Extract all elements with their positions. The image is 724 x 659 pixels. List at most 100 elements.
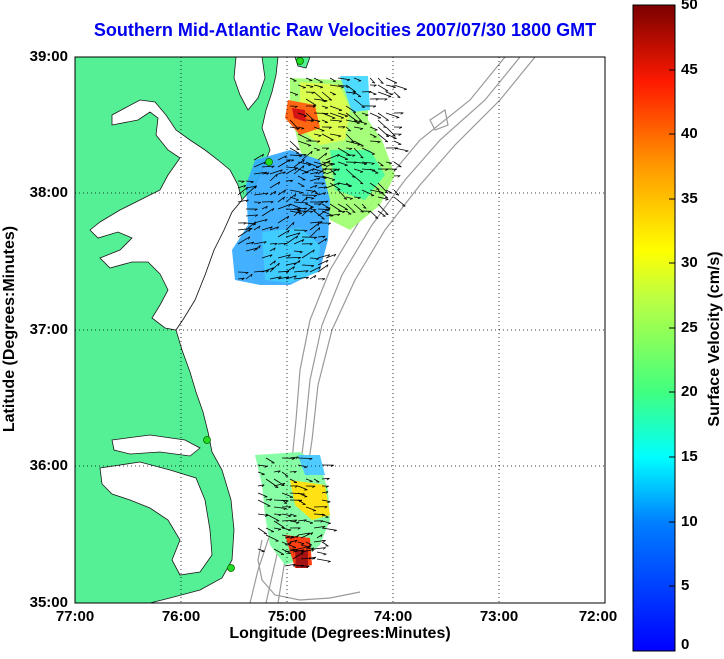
velocity-arrow (281, 519, 297, 522)
velocity-arrow (393, 189, 400, 196)
velocity-arrow (361, 189, 375, 196)
velocity-arrow-head (295, 548, 299, 552)
velocity-arrow (325, 253, 337, 259)
velocity-arrow-head (258, 225, 261, 229)
velocity-arrow-head (332, 179, 336, 181)
velocity-arrow-head (317, 140, 321, 143)
velocity-arrow (393, 140, 402, 145)
velocity-arrow (313, 147, 320, 151)
velocity-arrow-head (303, 210, 307, 213)
velocity-arrow (269, 226, 279, 231)
velocity-arrow-head (286, 270, 290, 274)
velocity-arrow (317, 200, 329, 203)
velocity-arrow (309, 171, 319, 175)
velocity-arrow-head (328, 99, 332, 101)
velocity-arrow-head (302, 165, 305, 169)
velocity-arrow-head (357, 144, 361, 146)
velocity-arrow (313, 112, 329, 114)
velocity-arrow (261, 207, 275, 217)
velocity-arrow-head (373, 93, 377, 96)
velocity-arrow-head (328, 160, 331, 164)
velocity-arrow-head (293, 515, 297, 517)
velocity-arrow (309, 221, 323, 224)
velocity-arrow (237, 236, 251, 245)
velocity-arrow-head (400, 112, 404, 115)
velocity-arrow-head (289, 541, 292, 545)
y-axis-label: Latitude (Degrees:Minutes) (1, 225, 18, 433)
velocity-arrow-head (318, 266, 321, 270)
velocity-arrow (385, 133, 397, 139)
velocity-arrow-head (296, 209, 300, 212)
velocity-arrow-head (310, 206, 313, 210)
velocity-arrow (289, 203, 302, 209)
velocity-arrow (317, 160, 331, 168)
velocity-arrow (377, 133, 389, 143)
velocity-arrow (313, 547, 326, 550)
x-tick-label: 72:00 (578, 608, 618, 625)
velocity-arrow (377, 189, 389, 199)
velocity-arrow (273, 499, 289, 502)
velocity-arrow (265, 457, 275, 464)
velocity-arrow (257, 513, 268, 516)
velocity-arrow-head (326, 477, 330, 481)
velocity-arrow-head (287, 216, 290, 219)
velocity-arrow (253, 161, 267, 168)
velocity-arrow (313, 77, 323, 83)
velocity-arrow (301, 206, 313, 217)
y-tick-label: 36:00 (29, 457, 68, 474)
velocity-arrow (385, 126, 396, 137)
velocity-arrow-head (278, 262, 280, 266)
velocity-arrow (353, 196, 361, 198)
velocity-arrow-head (311, 265, 315, 268)
colorbar-tick-label: 0 (681, 636, 690, 653)
x-tick-label: 76:00 (161, 608, 201, 625)
velocity-arrow-head (385, 213, 389, 216)
velocity-arrow (369, 168, 379, 174)
velocity-arrow-head (325, 147, 329, 150)
velocity-arrow (269, 173, 278, 182)
velocity-arrow-head (271, 165, 275, 169)
velocity-arrow (353, 140, 364, 147)
velocity-arrow-head (287, 229, 290, 234)
velocity-arrow-head (363, 207, 367, 209)
velocity-arrow-head (251, 241, 255, 245)
velocity-arrow-head (318, 135, 322, 137)
velocity-arrow (353, 203, 364, 213)
velocity-arrow-head (261, 484, 265, 488)
velocity-arrow (329, 203, 342, 212)
velocity-arrow-head (402, 205, 406, 207)
velocity-arrow-head (272, 208, 275, 212)
velocity-arrow (261, 165, 275, 168)
velocity-arrow (289, 492, 305, 495)
velocity-arrow-head (311, 197, 315, 200)
velocity-arrow-head (301, 549, 305, 553)
x-axis-label: Longitude (Degrees:Minutes) (229, 625, 451, 642)
velocity-arrow-head (296, 535, 299, 539)
velocity-arrow-head (296, 522, 300, 524)
velocity-arrow-head (303, 115, 307, 117)
velocity-arrow-head (405, 150, 409, 153)
velocity-arrow (377, 210, 386, 217)
velocity-arrow (305, 478, 313, 482)
velocity-arrow (277, 189, 286, 196)
velocity-arrow-head (243, 185, 246, 188)
velocity-arrow-head (304, 207, 308, 211)
velocity-arrow (285, 208, 300, 211)
velocity-arrow (297, 126, 305, 129)
velocity-arrow-head (308, 545, 312, 549)
velocity-arrow-head (388, 162, 393, 165)
velocity-arrow (237, 277, 245, 280)
velocity-arrow (321, 112, 336, 119)
velocity-arrow (377, 126, 390, 137)
colorbar-tick-label: 5 (681, 577, 690, 594)
velocity-arrow (353, 175, 364, 185)
velocity-arrow (317, 254, 330, 259)
velocity-arrow-head (301, 543, 305, 545)
velocity-arrow (265, 498, 273, 501)
velocity-arrow (337, 154, 349, 160)
velocity-arrow (337, 189, 348, 200)
velocity-arrow (361, 147, 375, 155)
velocity-arrow (277, 276, 289, 280)
velocity-arrow (329, 168, 337, 175)
colorbar-tick-label: 30 (681, 254, 698, 271)
